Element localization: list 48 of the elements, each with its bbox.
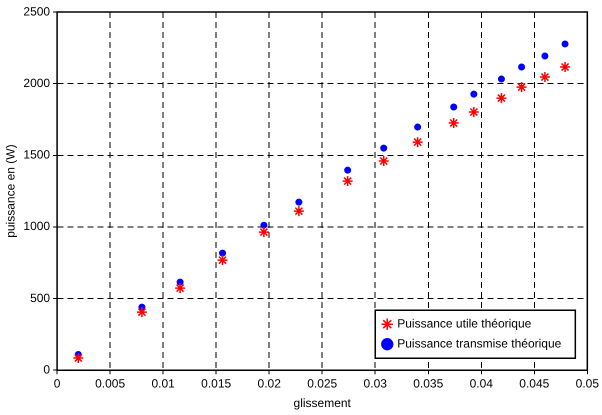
legend-label: Puissance transmise théorique — [397, 336, 562, 351]
point — [136, 306, 148, 318]
x-tick-label: 0.035 — [413, 376, 444, 391]
y-tick-label: 1000 — [23, 219, 50, 234]
point — [380, 144, 388, 152]
y-tick-label: 0 — [43, 362, 50, 377]
point — [518, 64, 526, 71]
point — [541, 52, 548, 60]
point — [344, 166, 352, 174]
point — [342, 175, 354, 187]
point — [260, 222, 268, 229]
x-tick-label: 0.05 — [576, 376, 600, 391]
x-tick-label: 0.005 — [95, 376, 126, 391]
y-tick-label: 2500 — [23, 4, 50, 18]
point — [414, 124, 422, 131]
x-axis-title: glissement — [294, 396, 352, 410]
y-tick-label: 500 — [30, 290, 50, 305]
point — [219, 250, 226, 257]
x-tick-label: 0.02 — [258, 376, 282, 391]
x-tick-label: 0.025 — [307, 376, 338, 391]
point — [516, 81, 528, 93]
x-tick-label: 0.01 — [151, 376, 176, 391]
point — [468, 106, 480, 118]
point — [496, 92, 508, 104]
point — [295, 198, 302, 206]
point — [470, 90, 478, 98]
legend-label: Puissance utile théorique — [397, 316, 532, 331]
y-axis-title: puissance en (W) — [4, 144, 18, 238]
point — [72, 352, 84, 364]
point — [450, 103, 458, 110]
point — [216, 254, 228, 266]
y-tick-label: 2000 — [23, 76, 50, 90]
x-tick-label: 0 — [54, 376, 61, 391]
point — [412, 136, 424, 148]
point — [293, 205, 305, 217]
point — [562, 40, 569, 48]
x-tick-label: 0.03 — [364, 376, 388, 391]
point — [258, 226, 270, 238]
x-tick-label: 0.04 — [470, 376, 494, 391]
point — [498, 76, 505, 83]
point — [559, 61, 571, 73]
point — [174, 282, 186, 294]
point — [448, 117, 460, 129]
point — [539, 71, 551, 83]
x-tick-label: 0.045 — [519, 376, 550, 391]
x-tick-label: 0.015 — [201, 376, 232, 391]
point — [378, 155, 390, 167]
y-tick-label: 1500 — [23, 148, 50, 162]
